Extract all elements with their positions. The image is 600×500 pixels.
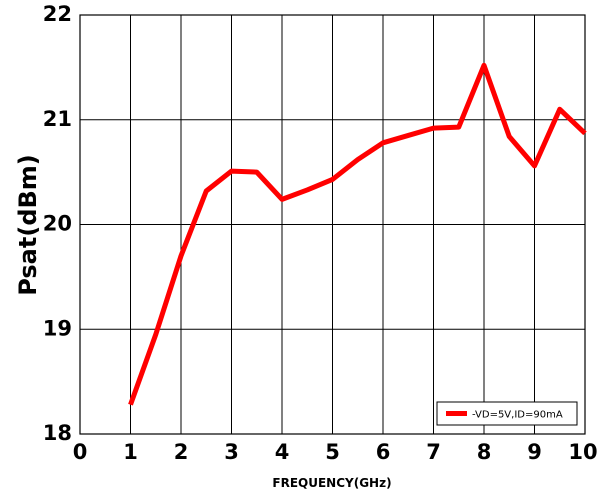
x-tick-labels: 0 1 2 3 4 5 6 7 8 9 10 [73,440,598,464]
legend: -VD=5V,ID=90mA [436,401,578,426]
legend-label: -VD=5V,ID=90mA [472,410,563,421]
y-tick-label: 18 [43,421,72,445]
x-tick-label: 1 [123,440,138,464]
x-tick-label: 8 [477,440,492,464]
x-tick-label: 10 [568,440,597,464]
y-tick-labels: 18 19 20 21 22 [43,2,72,445]
y-tick-label: 21 [43,107,72,131]
y-tick-label: 20 [43,212,72,236]
x-tick-label: 0 [73,440,88,464]
x-tick-label: 5 [325,440,340,464]
x-tick-label: 9 [527,440,542,464]
y-axis-title: Psat(dBm) [14,154,42,296]
y-tick-label: 19 [43,316,72,340]
x-tick-label: 3 [224,440,239,464]
x-tick-label: 4 [275,440,290,464]
legend-box [436,401,578,426]
plot-area-border [79,14,586,435]
x-tick-label: 6 [376,440,391,464]
x-tick-label: 2 [174,440,189,464]
x-tick-label: 7 [426,440,441,464]
x-axis-title: FREQUENCY(GHz) [272,476,391,490]
y-tick-label: 22 [43,2,72,26]
series [128,62,587,406]
